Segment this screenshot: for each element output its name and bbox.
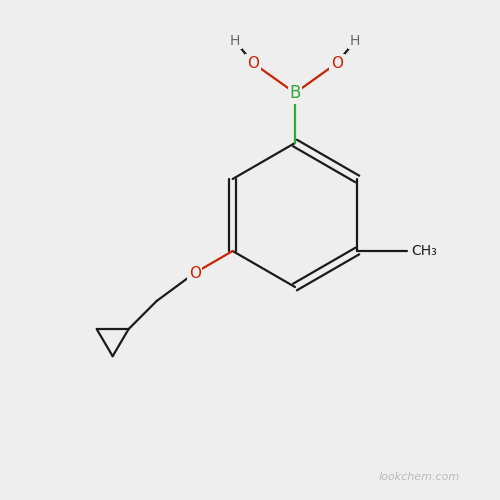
Text: CH₃: CH₃ (412, 244, 437, 258)
Text: O: O (247, 56, 259, 70)
Text: O: O (188, 266, 200, 280)
Text: B: B (290, 84, 300, 102)
Text: H: H (350, 34, 360, 48)
Text: H: H (230, 34, 240, 48)
Text: lookchem.com: lookchem.com (379, 472, 460, 482)
Text: O: O (331, 56, 343, 70)
